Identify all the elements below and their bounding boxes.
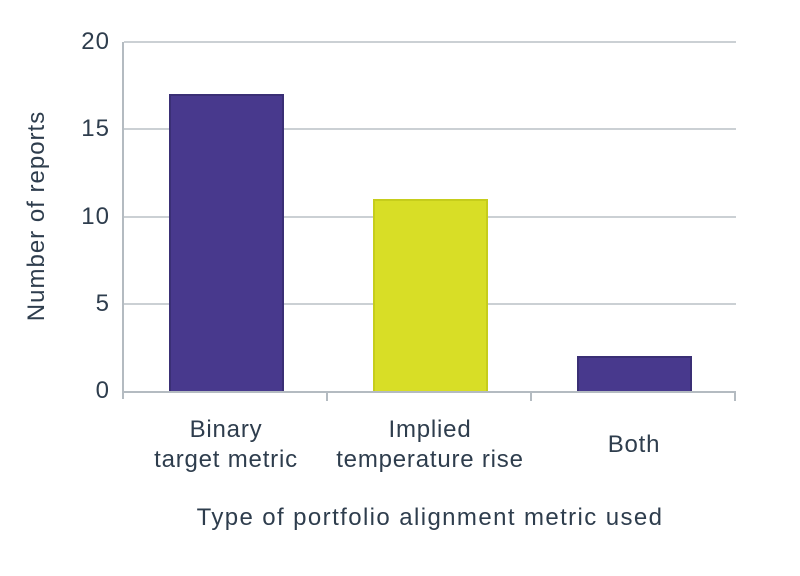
x-category-label-binary-target-metric: Binary target metric	[124, 412, 328, 478]
x-axis-tick-2	[530, 393, 532, 401]
x-category-label-both: Both	[532, 412, 736, 478]
x-axis-tick-1	[326, 393, 328, 401]
x-category-label-line: Binary	[189, 416, 263, 443]
y-tick-label-15: 15	[81, 115, 110, 143]
y-tick-label-0: 0	[95, 377, 110, 404]
gridline-y-15	[124, 128, 736, 131]
x-category-label-line: target metric	[154, 446, 298, 473]
y-axis-line	[122, 42, 124, 399]
x-axis-line	[122, 391, 736, 393]
x-category-labels: Binary target metric Implied temperature ri…	[124, 412, 736, 478]
x-category-label-line: Implied	[388, 416, 472, 443]
y-tick-label-10: 10	[81, 202, 110, 230]
y-axis-tick-labels: 0 5 10 15 20	[0, 28, 110, 404]
bar-both	[576, 356, 692, 391]
y-tick-label-20: 20	[81, 28, 110, 55]
plot-area	[124, 41, 736, 391]
gridline-y-20	[124, 41, 736, 43]
x-axis-tick-3	[734, 393, 736, 401]
x-category-label-implied-temperature-rise: Implied temperature rise	[328, 412, 532, 478]
y-tick-label-5: 5	[95, 289, 110, 317]
x-category-label-line: temperature rise	[336, 446, 524, 473]
x-category-label-line: Both	[607, 431, 661, 458]
x-axis-title: Type of portfolio alignment metric used	[196, 504, 664, 531]
bar-binary-target-metric	[168, 94, 284, 391]
bar-implied-temperature-rise	[372, 199, 488, 391]
